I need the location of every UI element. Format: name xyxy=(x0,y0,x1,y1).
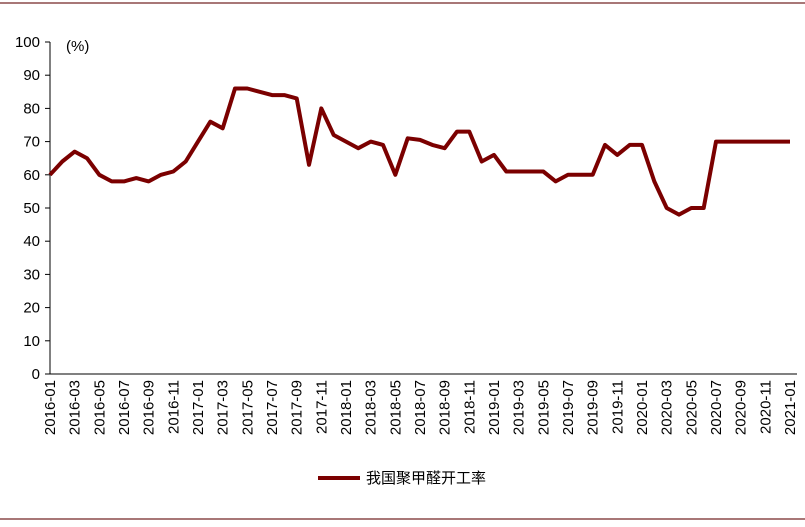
y-tick-label: 50 xyxy=(23,200,40,217)
x-tick-label: 2018-05 xyxy=(387,380,404,435)
x-tick-label: 2016-01 xyxy=(42,380,59,435)
y-axis-label: (%) xyxy=(66,38,89,55)
x-tick-label: 2020-01 xyxy=(634,380,651,435)
x-tick-label: 2018-03 xyxy=(363,380,380,435)
x-tick-label: 2020-03 xyxy=(659,380,676,435)
y-tick-label: 60 xyxy=(23,167,40,184)
y-tick-label: 90 xyxy=(23,67,40,84)
y-tick-label: 20 xyxy=(23,300,40,317)
y-tick-label: 40 xyxy=(23,233,40,250)
x-tick-label: 2018-07 xyxy=(412,380,429,435)
x-tick-label: 2020-05 xyxy=(683,380,700,435)
x-tick-label: 2020-11 xyxy=(757,380,774,434)
x-tick-label: 2017-07 xyxy=(264,380,281,435)
x-tick-label: 2016-05 xyxy=(91,380,108,435)
legend-label: 我国聚甲醛开工率 xyxy=(366,470,486,487)
x-tick-label: 2019-07 xyxy=(560,380,577,435)
x-tick-label: 2019-05 xyxy=(535,380,552,435)
x-tick-label: 2016-07 xyxy=(116,380,133,435)
line-series xyxy=(48,86,790,217)
x-tick-label: 2016-11 xyxy=(165,380,182,434)
x-tick-label: 2019-01 xyxy=(486,380,503,435)
x-tick-label: 2018-11 xyxy=(461,380,478,434)
x-tick-label: 2020-09 xyxy=(733,380,750,435)
y-tick-label: 10 xyxy=(23,333,40,350)
y-tick-label: 0 xyxy=(32,366,40,383)
x-tick-label: 2017-05 xyxy=(239,380,256,435)
y-tick-label: 100 xyxy=(15,34,40,51)
x-tick-label: 2021-01 xyxy=(782,380,799,435)
x-tick-label: 2016-09 xyxy=(141,380,158,435)
x-tick-label: 2017-09 xyxy=(289,380,306,435)
x-tick-label: 2019-09 xyxy=(585,380,602,435)
y-tick-label: 30 xyxy=(23,266,40,283)
x-tick-label: 2018-09 xyxy=(437,380,454,435)
x-tick-label: 2019-03 xyxy=(511,380,528,435)
x-tick-label: 2020-07 xyxy=(708,380,725,435)
x-tick-label: 2017-03 xyxy=(215,380,232,435)
x-tick-label: 2016-03 xyxy=(67,380,84,435)
x-tick-label: 2018-01 xyxy=(338,380,355,435)
y-tick-label: 70 xyxy=(23,134,40,151)
x-tick-label: 2017-11 xyxy=(313,380,330,434)
x-tick-label: 2019-11 xyxy=(609,380,626,434)
x-tick-label: 2017-01 xyxy=(190,380,207,435)
y-tick-label: 80 xyxy=(23,100,40,117)
